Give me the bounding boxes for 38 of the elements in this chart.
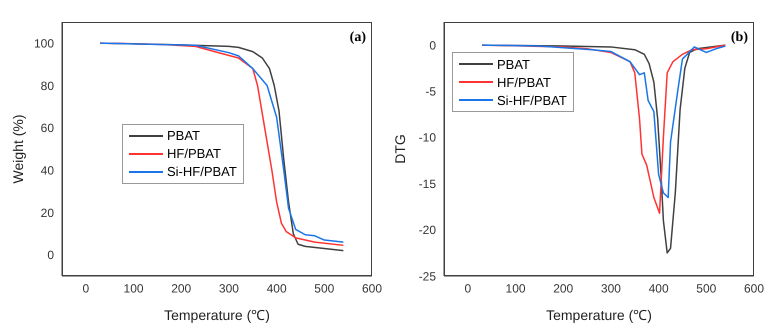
annotation: (a) bbox=[350, 30, 366, 46]
y-tick-label: -15 bbox=[418, 176, 436, 191]
y-tick-label: 80 bbox=[40, 78, 54, 93]
x-tick-label: 0 bbox=[82, 282, 90, 296]
x-tick-label: 400 bbox=[266, 282, 287, 296]
y-axis-title: Weight (%) bbox=[10, 114, 26, 184]
y-tick-label: 0 bbox=[429, 38, 436, 52]
x-tick-label: 600 bbox=[744, 282, 764, 296]
x-tick-label: 100 bbox=[124, 282, 144, 296]
legend-label: HF/PBAT bbox=[497, 74, 551, 90]
x-tick-label: 100 bbox=[506, 282, 526, 296]
x-tick-label: 300 bbox=[218, 282, 240, 296]
x-tick-label: 500 bbox=[314, 282, 335, 296]
legend-label: PBAT bbox=[497, 56, 530, 72]
legend-label: Si-HF/PBAT bbox=[167, 164, 237, 180]
y-tick-label: 60 bbox=[40, 121, 54, 136]
y-tick-label: -25 bbox=[418, 269, 436, 284]
x-tick-label: 200 bbox=[553, 282, 574, 296]
x-axis-title: Temperature (℃) bbox=[546, 307, 652, 323]
legend-label: HF/PBAT bbox=[167, 146, 221, 162]
x-tick-label: 400 bbox=[648, 282, 669, 296]
y-tick-label: 100 bbox=[34, 36, 54, 50]
y-tick-label: 20 bbox=[40, 206, 54, 220]
legend-label: PBAT bbox=[167, 128, 200, 144]
x-tick-label: 0 bbox=[464, 282, 472, 296]
annotation: (b) bbox=[730, 30, 748, 46]
x-tick-label: 200 bbox=[171, 282, 192, 296]
y-tick-label: -10 bbox=[418, 130, 436, 145]
legend-label: Si-HF/PBAT bbox=[497, 92, 567, 108]
y-axis-title: DTG bbox=[392, 134, 408, 164]
y-tick-label: 40 bbox=[40, 163, 54, 178]
y-tick-label: 0 bbox=[47, 248, 54, 262]
x-tick-label: 600 bbox=[362, 282, 382, 296]
x-tick-label: 300 bbox=[600, 282, 622, 296]
x-axis-title: Temperature (℃) bbox=[164, 307, 270, 323]
y-tick-label: -5 bbox=[425, 84, 436, 99]
y-tick-label: -20 bbox=[418, 223, 436, 238]
x-tick-label: 500 bbox=[696, 282, 717, 296]
